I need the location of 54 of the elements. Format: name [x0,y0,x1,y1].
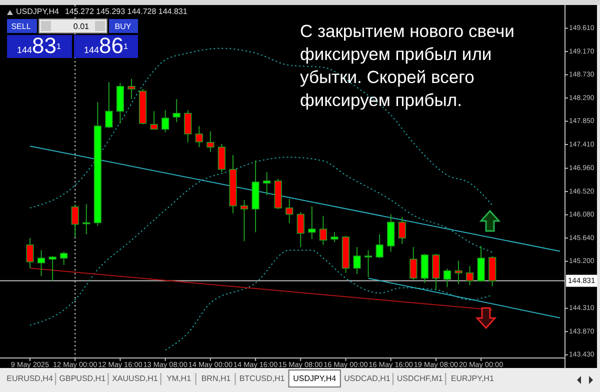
candlestick [150,110,158,130]
annotation: 14486$^{1}$ [84,33,129,58]
chart-subtitle: 145.272 145.293 144.728 144.831 [64,7,188,16]
candlestick [443,268,452,288]
candlestick [26,238,34,269]
candlestick [105,82,113,129]
candlestick [184,110,192,143]
candlestick [410,246,418,280]
candlestick [286,198,294,224]
candlestick [48,256,56,282]
candlestick [308,206,316,240]
text: EURUSD,H4 [6,374,54,383]
candlestick [195,126,203,148]
candlestick [319,215,327,246]
annotation: 0.01 [73,22,90,31]
candlestick [466,266,474,286]
candlestick [172,98,180,123]
text: BTCUSD,H1 [239,374,286,383]
candlestick [488,256,496,287]
line-series [30,156,493,326]
candlestick [128,78,136,100]
candlestick [296,212,304,248]
candlestick [387,214,395,252]
text: USDCHF,M1 [396,374,444,383]
candlestick [37,250,46,277]
candlestick [398,216,406,244]
annotation: С закрытием нового свечи фиксируем прибыл или убытки. Скорей всего фиксируем прибыл. [300,21,514,110]
candlestick [454,260,462,285]
candlestick [263,171,271,196]
text: XAUUSD,H1 [112,374,158,383]
candlestick [353,246,361,274]
candlestick [376,234,384,259]
candlestick [60,251,68,266]
text: YM,H1 [166,374,192,383]
candlestick [364,250,372,278]
chart-title: USDJPY,H4 [16,7,59,16]
annotation: SELL [11,22,32,31]
text: EURJPY,H1 [450,374,494,383]
candlestick [477,245,485,282]
candlestick [206,130,214,152]
line-series [164,250,493,351]
text: GBPUSD,H1 [59,374,106,383]
candlestick [71,204,79,238]
annotation: 14483$^{1}$ [17,33,62,58]
candlestick [432,253,440,290]
text: USDJPY,H4 [293,374,337,383]
candlestick [330,232,338,243]
text: USDCAD,H1 [344,374,391,383]
candlestick [218,143,226,172]
candlestick [240,199,248,242]
candlestick [162,110,170,133]
text: BRN,H1 [201,374,232,383]
candlestick [420,253,428,284]
annotation: BUY [114,22,132,31]
